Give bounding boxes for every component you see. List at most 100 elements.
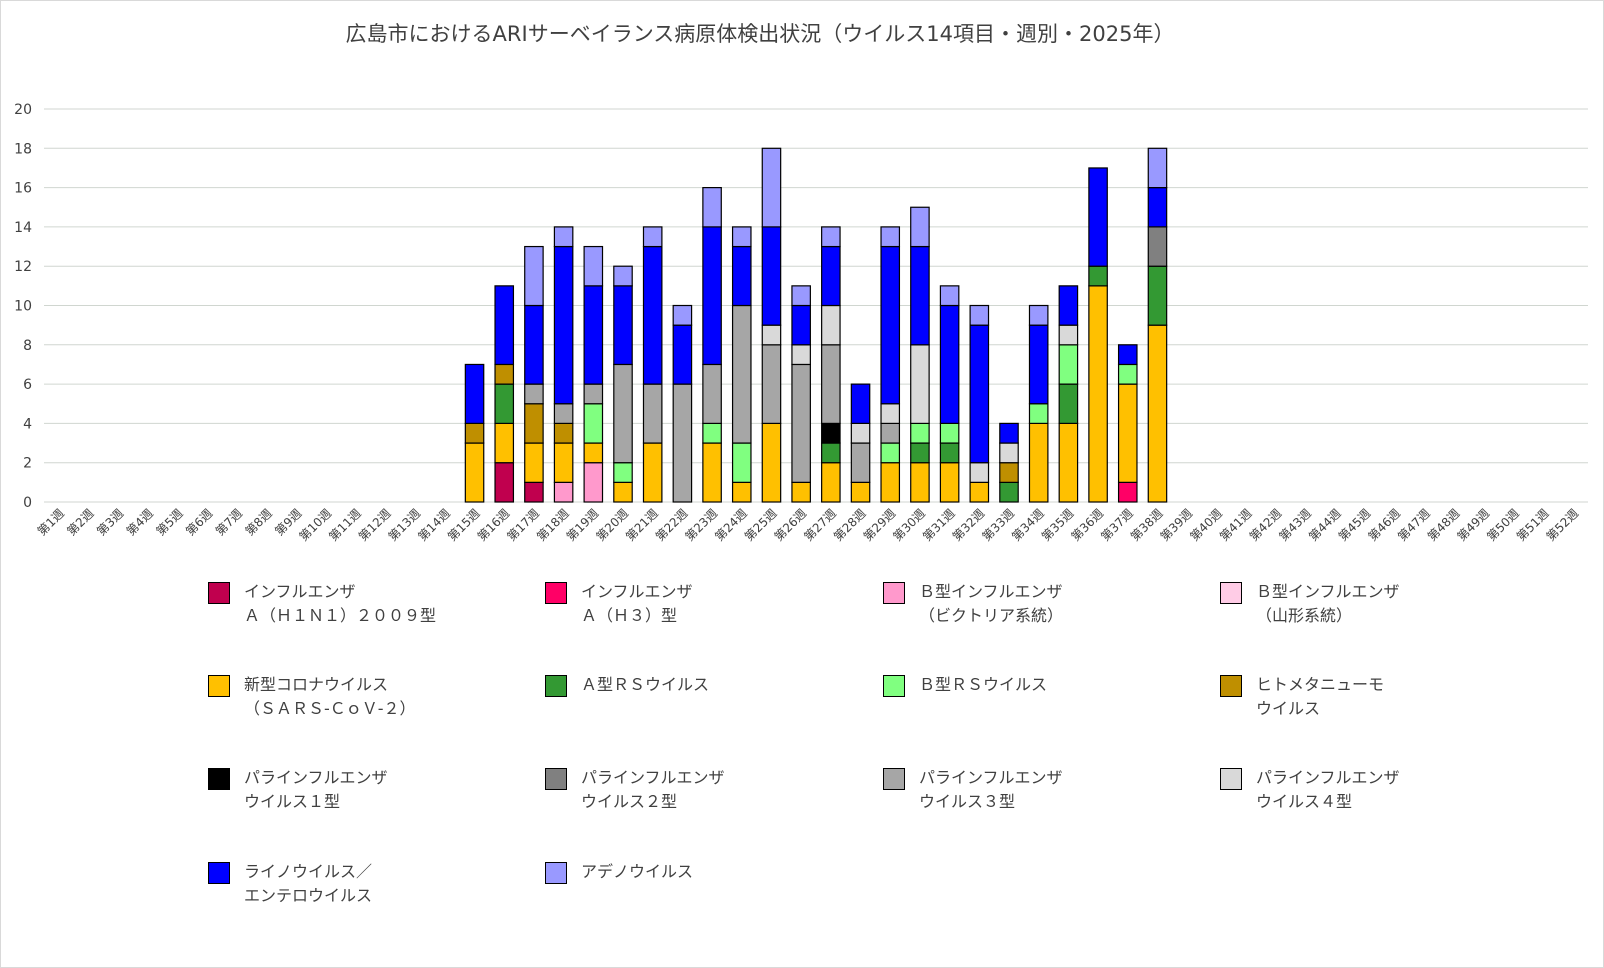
bar-segment bbox=[880, 422, 901, 444]
bar-segment bbox=[910, 422, 930, 444]
legend-item: ライノウイルス／ エンテロウイルス bbox=[208, 860, 372, 908]
x-tick-label: 第7週 bbox=[213, 506, 245, 538]
legend-label: パラインフルエンザ ウイルス３型 bbox=[919, 768, 1063, 811]
x-tick-label: 第33週 bbox=[979, 506, 1017, 544]
x-tick-label: 第41週 bbox=[1217, 506, 1255, 544]
bar-segment bbox=[1117, 383, 1138, 483]
bar-segment bbox=[791, 285, 811, 307]
bar-segment bbox=[939, 285, 960, 307]
bar-segment bbox=[969, 462, 990, 483]
bar-segment bbox=[672, 324, 693, 385]
x-tick-label: 第22週 bbox=[653, 506, 691, 544]
legend-label: 新型コロナウイルス （ＳＡＲＳ-ＣｏＶ-２） bbox=[244, 675, 416, 718]
bar-segment bbox=[524, 304, 544, 385]
bar-segment bbox=[910, 462, 930, 503]
x-tick-label: 第34週 bbox=[1009, 506, 1047, 544]
x-tick-label: 第46週 bbox=[1365, 506, 1403, 544]
x-tick-label: 第21週 bbox=[623, 506, 661, 544]
bar-segment bbox=[1147, 226, 1168, 267]
bar-segment bbox=[731, 304, 752, 444]
x-tick-label: 第12週 bbox=[356, 506, 394, 544]
x-tick-label: 第10週 bbox=[297, 506, 335, 544]
bar-segment bbox=[1088, 285, 1108, 503]
bar-segment bbox=[761, 344, 782, 424]
bar-segment bbox=[524, 481, 544, 503]
x-tick-label: 第17週 bbox=[504, 506, 542, 544]
x-tick-label: 第3週 bbox=[94, 506, 126, 538]
x-tick-label: 第30週 bbox=[890, 506, 928, 544]
bar-segment bbox=[791, 481, 811, 503]
legend-item: パラインフルエンザ ウイルス２型 bbox=[545, 766, 725, 814]
x-tick-label: 第11週 bbox=[326, 506, 364, 544]
bar-segment bbox=[672, 304, 693, 326]
bar-segment bbox=[821, 245, 841, 307]
bar-segment bbox=[642, 442, 663, 503]
bar-segment bbox=[583, 442, 604, 464]
bar-segment bbox=[1117, 344, 1138, 366]
legend-swatch bbox=[1220, 768, 1242, 790]
legend-label: Ｂ型インフルエンザ （山形系統） bbox=[1256, 582, 1400, 625]
bar-segment bbox=[791, 363, 811, 483]
x-tick-label: 第18週 bbox=[534, 506, 572, 544]
bar-segment bbox=[702, 226, 722, 366]
x-tick-label: 第29週 bbox=[861, 506, 899, 544]
bar-segment bbox=[969, 324, 990, 464]
x-tick-label: 第14週 bbox=[415, 506, 453, 544]
legend-label: インフルエンザ Ａ（Ｈ１Ｎ１）２００９型 bbox=[244, 582, 437, 625]
bar-segment bbox=[910, 206, 930, 248]
bar-segment bbox=[999, 481, 1019, 503]
x-tick-label: 第2週 bbox=[64, 506, 96, 538]
bar-segment bbox=[613, 265, 633, 287]
stacked-bar-chart: 0 2 4 6 8 10 12 14 16 18 20 第1週第2週第3週第4週第5週第6週第7週第8… bbox=[14, 102, 1588, 544]
legend-item: 新型コロナウイルス （ＳＡＲＳ-ＣｏＶ-２） bbox=[208, 673, 416, 721]
bar-segment bbox=[464, 442, 485, 503]
legend-item: Ｂ型インフルエンザ （山形系統） bbox=[1220, 580, 1400, 628]
bar-segment bbox=[494, 462, 515, 503]
bar-segment bbox=[553, 422, 574, 444]
x-tick-label: 第26週 bbox=[772, 506, 810, 544]
legend-item: Ｂ型インフルエンザ （ビクトリア系統） bbox=[883, 580, 1063, 628]
bar-segment bbox=[880, 403, 901, 424]
x-tick-label: 第13週 bbox=[386, 506, 424, 544]
bar-segment bbox=[1058, 383, 1079, 425]
bar-segment bbox=[850, 422, 871, 444]
x-tick-label: 第4週 bbox=[124, 506, 156, 538]
bar-segment bbox=[880, 442, 901, 464]
legend-label: インフルエンザ Ａ（Ｈ３）型 bbox=[581, 582, 693, 625]
legend-swatch bbox=[883, 582, 905, 604]
legend-label: ヒトメタニューモ ウイルス bbox=[1256, 675, 1385, 718]
x-tick-label: 第36週 bbox=[1069, 506, 1107, 544]
legend-label: パラインフルエンザ ウイルス１型 bbox=[244, 768, 388, 811]
bar-segment bbox=[880, 462, 901, 503]
bar-segment bbox=[1028, 422, 1049, 503]
bar-segment bbox=[821, 462, 841, 503]
legend-label: アデノウイルス bbox=[581, 862, 694, 881]
bar-segment bbox=[613, 462, 633, 483]
bar-segment bbox=[583, 403, 604, 444]
bar-segment bbox=[791, 304, 811, 346]
bar-segment bbox=[1088, 265, 1108, 287]
x-tick-label: 第32週 bbox=[950, 506, 988, 544]
x-tick-label: 第25週 bbox=[742, 506, 780, 544]
x-tick-label: 第45週 bbox=[1336, 506, 1374, 544]
bar-segment bbox=[702, 422, 722, 444]
legend-swatch bbox=[883, 768, 905, 790]
bar-segment bbox=[613, 285, 633, 366]
legend-swatch bbox=[883, 675, 905, 697]
y-tick-label: 4 bbox=[23, 416, 32, 432]
bar-segment bbox=[494, 383, 515, 425]
legend-label: Ｂ型ＲＳウイルス bbox=[919, 675, 1048, 694]
x-tick-label: 第52週 bbox=[1544, 506, 1582, 544]
bar-segment bbox=[1147, 147, 1168, 189]
legend-item: パラインフルエンザ ウイルス４型 bbox=[1220, 766, 1400, 814]
bar-segment bbox=[1147, 265, 1168, 326]
x-tick-label: 第28週 bbox=[831, 506, 869, 544]
bar-segment bbox=[494, 285, 515, 366]
legend-item: Ａ型ＲＳウイルス bbox=[545, 673, 709, 697]
y-tick-label: 10 bbox=[14, 299, 32, 315]
bar-segment bbox=[583, 245, 604, 287]
legend-label: Ａ型ＲＳウイルス bbox=[581, 675, 710, 694]
bar-segment bbox=[464, 422, 485, 444]
bar-segment bbox=[553, 226, 574, 248]
x-tick-label: 第8週 bbox=[243, 506, 275, 538]
